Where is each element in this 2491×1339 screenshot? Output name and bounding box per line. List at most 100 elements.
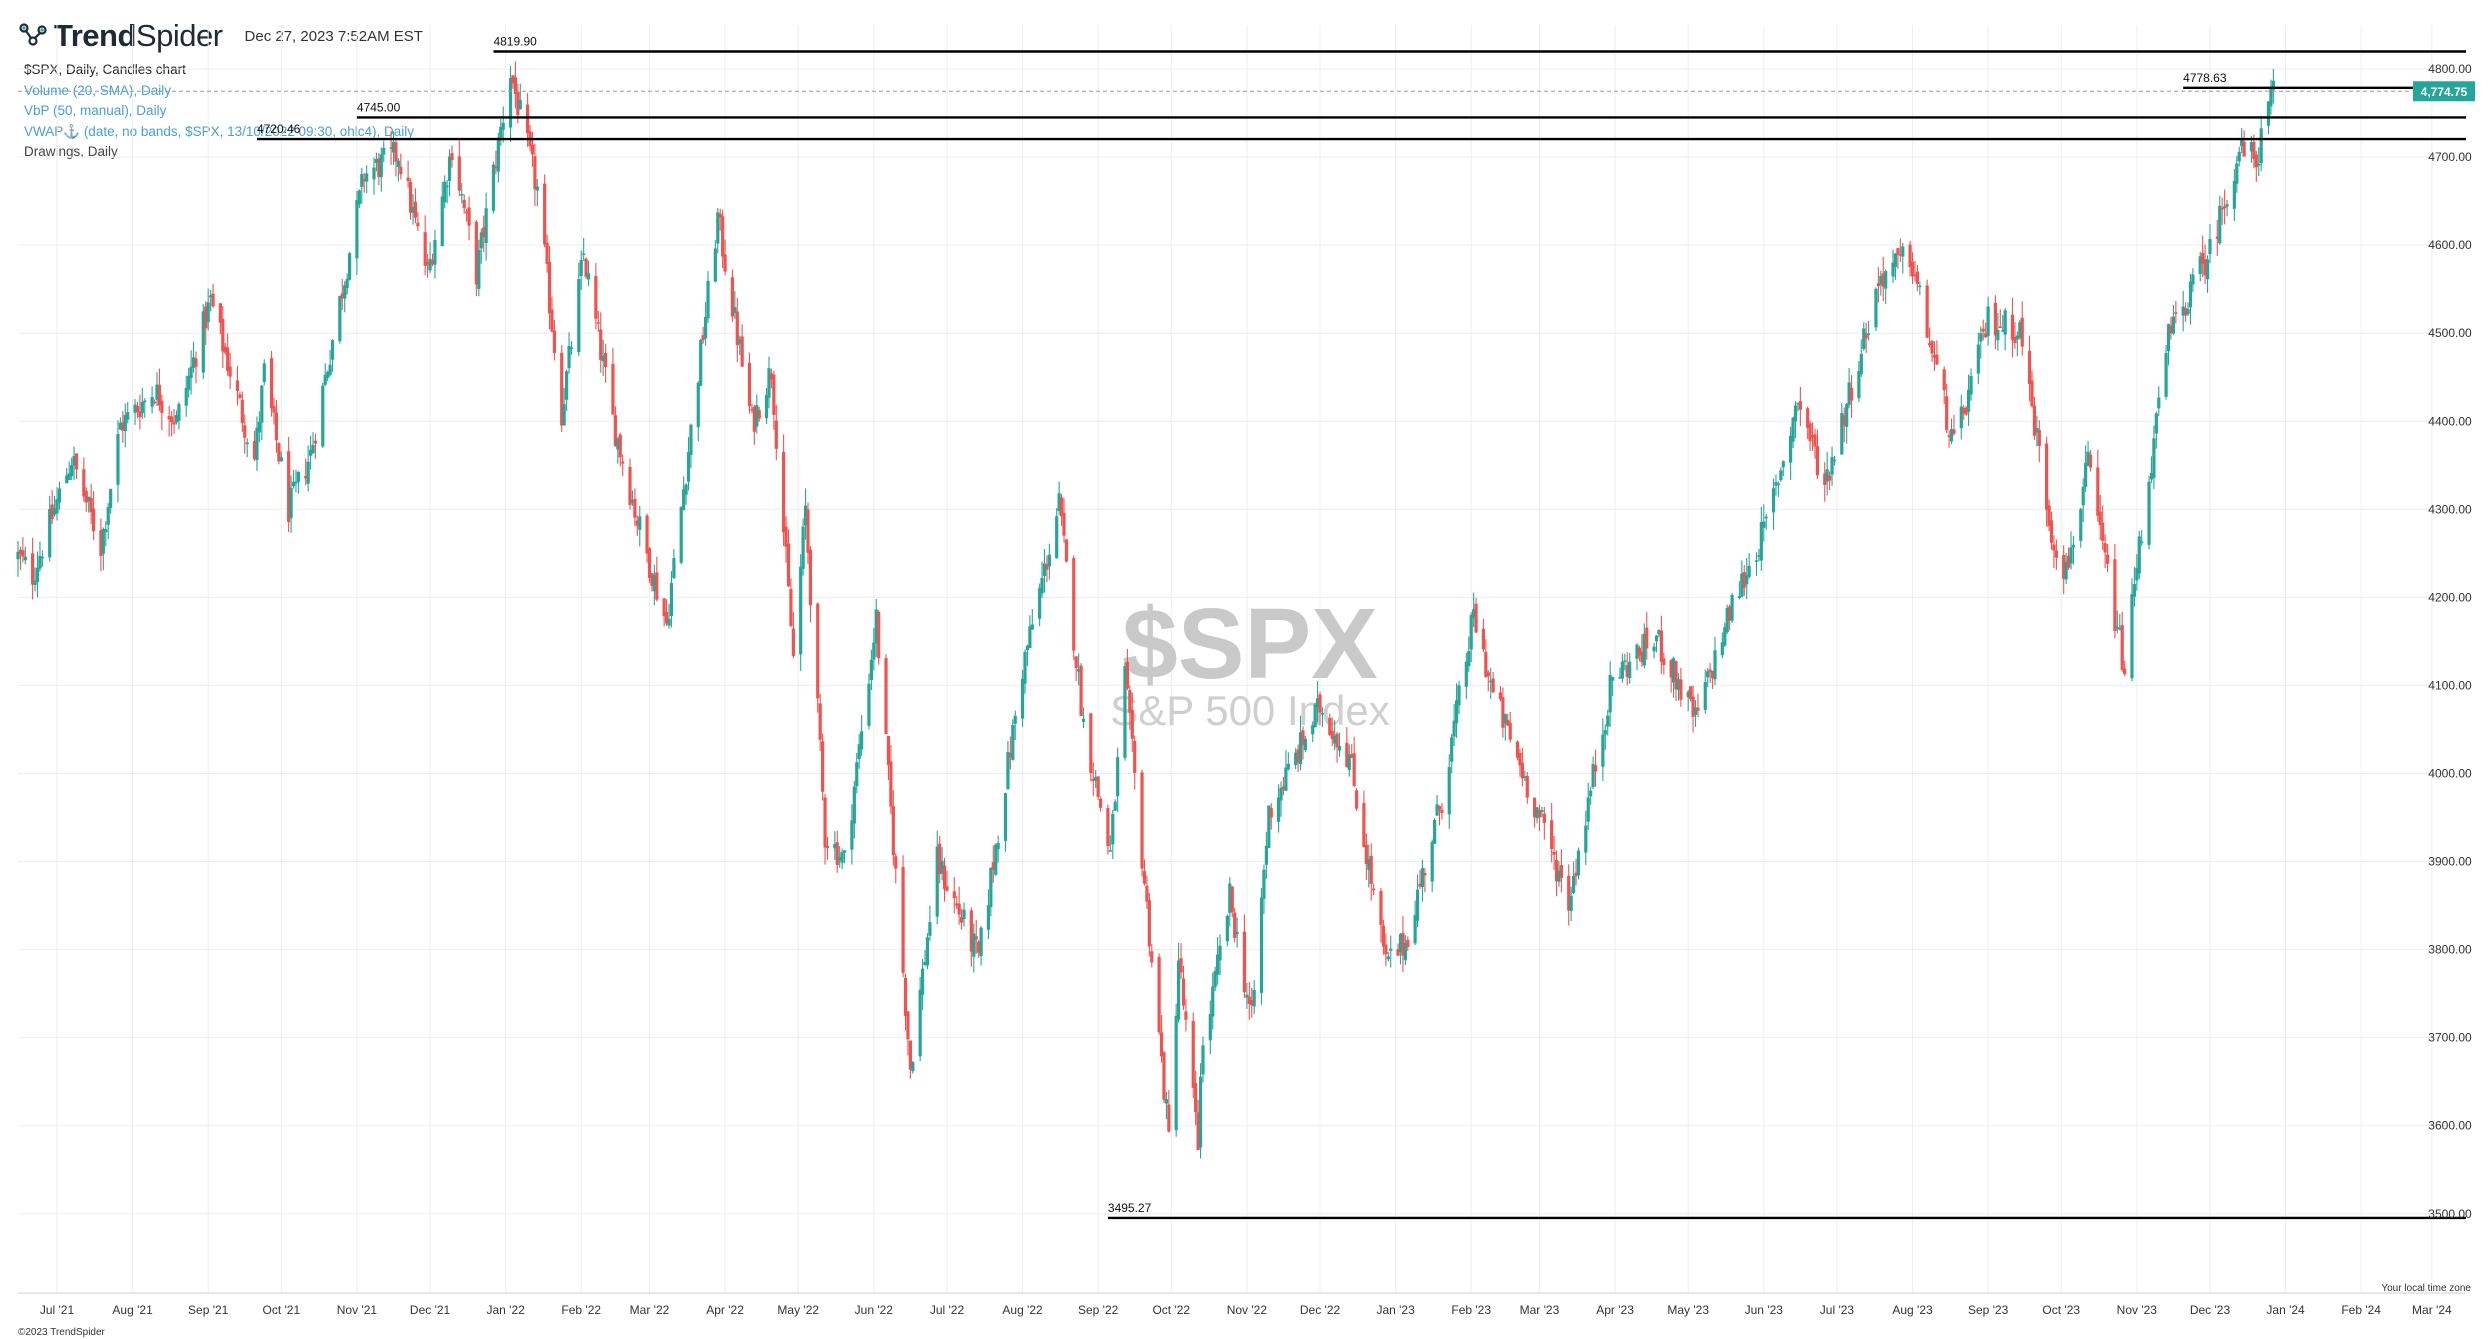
candle [874, 598, 878, 657]
candle [750, 403, 754, 414]
x-tick-label: Jul '21 [40, 1303, 75, 1317]
x-tick-label: Nov '21 [337, 1303, 378, 1317]
candle [499, 119, 503, 146]
legend-volume-indicator[interactable]: Volume (20, SMA), Daily [24, 82, 172, 98]
timezone-note[interactable]: Your local time zone [2381, 1283, 2471, 1294]
candle [1918, 281, 1922, 296]
y-tick-label: 4000.00 [2428, 766, 2472, 780]
candle [70, 457, 74, 480]
candle [306, 445, 310, 492]
candle [801, 518, 805, 576]
candle [226, 333, 230, 376]
candle [360, 167, 364, 204]
candle [170, 411, 174, 437]
candle [560, 345, 564, 432]
candle [1264, 831, 1268, 879]
price-levels[interactable]: 4819.90 4778.63 4745.00 4720.46 3495.27 [256, 35, 2466, 1220]
candle [1211, 972, 1215, 1030]
candle [345, 273, 349, 295]
candle [482, 215, 486, 253]
candle [2071, 535, 2076, 565]
candle [2218, 195, 2222, 246]
candle [1347, 744, 1351, 777]
candle [1503, 713, 1507, 741]
candle [1406, 936, 1410, 952]
candle [886, 735, 891, 781]
candle [1330, 717, 1334, 747]
candle [1537, 804, 1542, 832]
candle [143, 398, 147, 418]
candle [652, 564, 656, 605]
candle [1618, 667, 1622, 679]
candle [2135, 554, 2139, 591]
candle [1372, 883, 1376, 896]
chart-grid [18, 25, 2466, 1293]
candle [126, 402, 130, 424]
candle [491, 161, 496, 214]
candle [308, 435, 313, 470]
legend-drawings[interactable]: Drawings, Daily [24, 144, 118, 159]
candle [1113, 799, 1117, 812]
candle [1333, 720, 1337, 751]
candle [2188, 273, 2193, 325]
candle [645, 513, 649, 563]
candle [808, 545, 813, 623]
legend-vwap-indicator[interactable]: VWAP⚓ (date, no bands, $SPX, 13/10/2022 … [24, 123, 415, 139]
candle [1235, 917, 1239, 948]
candle [1593, 749, 1598, 787]
candle [2223, 189, 2227, 225]
price-level-label: 4819.90 [493, 35, 537, 49]
y-tick-label: 4100.00 [2428, 678, 2472, 692]
candle [1228, 877, 1232, 927]
candle [928, 905, 932, 941]
x-tick-label: Aug '21 [112, 1303, 153, 1317]
candle [408, 178, 413, 220]
candle [647, 546, 652, 583]
candle [989, 867, 993, 917]
candle [2018, 319, 2022, 340]
x-tick-label: Apr '22 [706, 1303, 744, 1317]
candle [1659, 615, 1663, 674]
candle [1045, 555, 1049, 583]
candle [1386, 951, 1390, 962]
candle [508, 66, 513, 143]
candle [18, 546, 23, 570]
candle [260, 384, 264, 441]
legend-vbp-indicator[interactable]: VbP (50, manual), Daily [24, 103, 167, 118]
candle [187, 368, 191, 398]
candle [872, 628, 876, 671]
candle [1501, 687, 1505, 738]
candle [1832, 455, 1837, 466]
candle [1947, 430, 1951, 448]
candle [474, 219, 478, 297]
candle [1535, 807, 1539, 824]
candle [767, 356, 771, 409]
candle [682, 476, 686, 511]
candle [2049, 511, 2054, 550]
candle [1710, 670, 1715, 690]
candle [894, 853, 898, 884]
candle [289, 475, 293, 533]
candle [287, 437, 291, 533]
candle [484, 192, 488, 261]
x-tick-label: Dec '21 [410, 1303, 451, 1317]
candle [1184, 999, 1188, 1032]
candle [1696, 693, 1700, 718]
candle [1401, 915, 1405, 972]
candle [735, 297, 739, 363]
candle [701, 326, 705, 344]
candle [884, 654, 888, 735]
candle [87, 496, 91, 513]
candle [2015, 331, 2019, 357]
candle [2154, 411, 2158, 449]
candle [382, 141, 386, 163]
candle [399, 153, 403, 180]
candle [565, 369, 569, 412]
candle [1901, 242, 1905, 274]
candle [343, 281, 347, 313]
candle [462, 194, 466, 214]
candle [604, 343, 608, 383]
candle [1964, 406, 1968, 416]
candle [1396, 943, 1400, 956]
